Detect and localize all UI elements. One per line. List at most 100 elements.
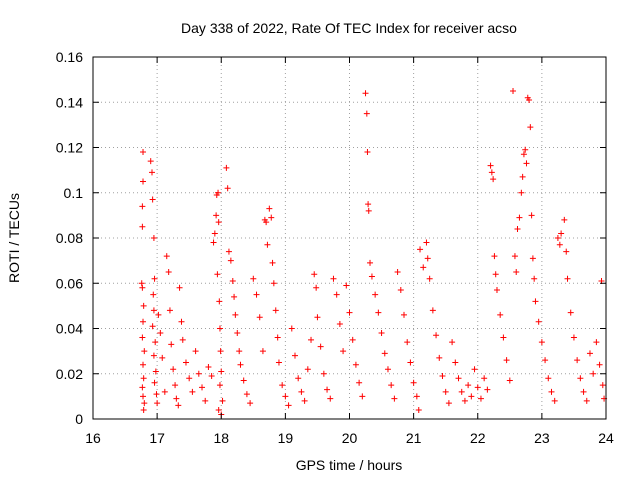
data-point-marker — [465, 382, 472, 389]
data-point-marker — [140, 178, 147, 185]
data-point-marker — [227, 257, 234, 264]
data-point-marker — [500, 334, 507, 341]
data-point-marker — [215, 219, 222, 226]
data-point-marker — [497, 311, 504, 318]
data-point-marker — [311, 271, 318, 278]
data-point-marker — [236, 348, 243, 355]
data-point-marker — [172, 382, 179, 389]
data-point-marker — [490, 176, 497, 183]
y-axis-label: ROTI / TECUs — [6, 193, 22, 283]
data-point-marker — [139, 223, 146, 230]
data-point-marker — [359, 393, 366, 400]
data-point-marker — [159, 354, 166, 361]
y-tick-label: 0.1 — [64, 185, 84, 201]
data-point-marker — [442, 388, 449, 395]
data-point-marker — [150, 291, 157, 298]
data-point-marker — [415, 406, 422, 413]
data-point-marker — [202, 397, 209, 404]
data-point-marker — [151, 275, 158, 282]
data-point-marker — [516, 214, 523, 221]
data-point-marker — [513, 268, 520, 275]
data-point-marker — [436, 354, 443, 361]
x-tick-label: 23 — [534, 430, 550, 446]
data-point-marker — [340, 348, 347, 355]
data-point-marker — [216, 298, 223, 305]
data-point-marker — [424, 255, 431, 262]
data-point-marker — [186, 375, 193, 382]
data-point-marker — [548, 388, 555, 395]
x-tick-label: 18 — [213, 430, 229, 446]
data-point-marker — [173, 395, 180, 402]
data-point-marker — [140, 375, 147, 382]
data-point-marker — [205, 363, 212, 370]
data-point-marker — [564, 275, 571, 282]
data-point-marker — [503, 357, 510, 364]
data-point-marker — [554, 235, 561, 241]
data-point-marker — [343, 282, 350, 289]
data-point-marker — [161, 388, 168, 395]
y-tick-label: 0.16 — [56, 49, 83, 65]
data-point-marker — [264, 241, 271, 248]
data-point-marker — [232, 311, 239, 318]
data-point-marker — [320, 370, 327, 377]
data-point-marker — [433, 332, 440, 339]
data-point-marker — [149, 323, 156, 330]
y-tick-label: 0.06 — [56, 275, 83, 291]
data-point-marker — [216, 382, 223, 389]
data-point-marker — [445, 400, 452, 407]
data-point-marker — [423, 239, 430, 246]
data-point-marker — [179, 336, 186, 343]
data-point-marker — [514, 225, 521, 232]
data-point-marker — [150, 235, 157, 241]
data-point-marker — [234, 330, 241, 337]
data-point-marker — [583, 397, 590, 404]
data-point-marker — [140, 318, 147, 325]
data-point-marker — [269, 259, 276, 266]
data-point-marker — [192, 348, 199, 355]
data-point-marker — [308, 336, 315, 343]
data-point-marker — [330, 275, 337, 282]
data-point-marker — [367, 259, 374, 266]
data-point-marker — [365, 207, 372, 214]
grid — [93, 57, 606, 419]
data-point-marker — [458, 388, 465, 395]
y-tick-label: 0.04 — [56, 321, 83, 337]
data-point-marker — [429, 307, 436, 314]
data-point-marker — [538, 339, 545, 346]
data-points — [138, 87, 608, 418]
data-point-marker — [378, 330, 385, 337]
data-point-marker — [518, 189, 525, 196]
data-point-marker — [492, 271, 499, 278]
data-point-marker — [272, 307, 279, 314]
data-point-marker — [439, 373, 446, 380]
data-point-marker — [210, 239, 217, 246]
data-point-marker — [528, 212, 535, 219]
data-point-marker — [545, 375, 552, 382]
data-point-marker — [401, 311, 408, 318]
data-point-marker — [551, 397, 558, 404]
data-point-marker — [285, 402, 292, 409]
y-tick-label: 0.12 — [56, 140, 83, 156]
data-point-marker — [153, 391, 160, 398]
data-point-marker — [368, 273, 375, 280]
data-point-marker — [542, 357, 549, 364]
data-point-marker — [250, 275, 257, 282]
data-point-marker — [511, 253, 518, 260]
data-point-marker — [519, 173, 526, 180]
data-point-marker — [384, 366, 391, 373]
data-point-marker — [213, 212, 220, 219]
data-point-marker — [526, 96, 533, 103]
axis-ticks: 16 17 18 19 20 21 22 23 24 0 0.02 0.04 0.06 0.08 0.1 0.… — [56, 49, 614, 446]
data-point-marker — [561, 216, 568, 223]
data-point-marker — [535, 318, 542, 325]
data-point-marker — [295, 375, 302, 382]
x-tick-label: 17 — [149, 430, 165, 446]
data-point-marker — [217, 348, 224, 355]
y-tick-label: 0 — [75, 411, 83, 427]
data-point-marker — [298, 388, 305, 395]
data-point-marker — [527, 124, 534, 131]
x-tick-label: 22 — [470, 430, 486, 446]
data-point-marker — [356, 379, 363, 386]
data-point-marker — [214, 271, 221, 278]
